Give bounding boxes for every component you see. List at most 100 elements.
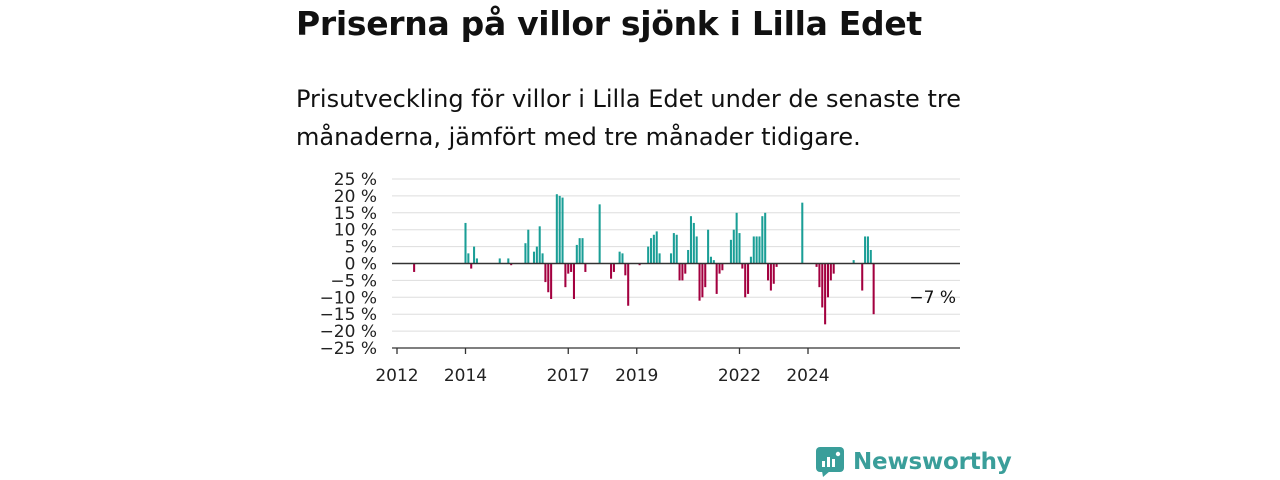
bar bbox=[715, 263, 718, 294]
bar bbox=[698, 263, 701, 301]
bar bbox=[538, 226, 541, 264]
y-tick-label: −5 % bbox=[330, 271, 377, 291]
bar bbox=[687, 249, 690, 264]
bar bbox=[561, 197, 564, 264]
bar bbox=[624, 263, 627, 276]
bar bbox=[578, 238, 581, 264]
bar bbox=[872, 263, 875, 315]
bar bbox=[532, 251, 536, 264]
bars bbox=[413, 194, 875, 325]
x-tick-label: 2012 bbox=[375, 366, 418, 386]
bar bbox=[704, 263, 707, 288]
bar bbox=[772, 263, 775, 284]
bar bbox=[752, 236, 755, 264]
bar bbox=[744, 263, 747, 298]
bar bbox=[684, 263, 687, 274]
bar bbox=[547, 263, 550, 293]
brand-name: Newsworthy bbox=[853, 449, 1012, 475]
bar bbox=[647, 246, 650, 264]
bar bbox=[818, 263, 821, 288]
bar bbox=[815, 263, 818, 267]
bar bbox=[852, 260, 855, 264]
x-tick-label: 2024 bbox=[786, 366, 829, 386]
bar bbox=[692, 222, 695, 264]
bar bbox=[681, 263, 684, 281]
bar bbox=[527, 229, 530, 264]
y-tick-label: 15 % bbox=[334, 204, 377, 224]
bar bbox=[572, 263, 575, 299]
bar bbox=[769, 263, 772, 291]
bar bbox=[584, 263, 587, 272]
bar bbox=[767, 263, 770, 281]
bar bbox=[832, 263, 835, 274]
bar bbox=[866, 236, 869, 264]
bar bbox=[535, 246, 538, 264]
bar bbox=[747, 263, 750, 294]
bar bbox=[709, 256, 712, 264]
bar bbox=[701, 263, 704, 298]
bar bbox=[467, 253, 470, 264]
bar bbox=[475, 258, 478, 264]
bar bbox=[652, 234, 655, 264]
bar bbox=[507, 258, 510, 264]
y-tick-label: −15 % bbox=[320, 305, 377, 325]
bar bbox=[864, 236, 867, 264]
bar bbox=[738, 233, 741, 264]
bar bbox=[564, 263, 567, 288]
y-tick-label: 0 % bbox=[345, 255, 377, 275]
bar bbox=[510, 263, 513, 266]
bar bbox=[695, 236, 698, 264]
bar bbox=[675, 234, 678, 264]
chart-subtitle: Prisutveckling för villor i Lilla Edet u… bbox=[296, 85, 961, 151]
bar bbox=[689, 216, 693, 264]
bar bbox=[498, 258, 501, 264]
bar bbox=[821, 263, 824, 308]
bar bbox=[649, 238, 653, 264]
bar bbox=[473, 246, 476, 264]
bar bbox=[775, 263, 778, 267]
bar bbox=[567, 263, 570, 274]
bar bbox=[544, 263, 547, 283]
bar bbox=[729, 239, 732, 264]
bar bbox=[575, 244, 578, 264]
y-tick-label: 5 % bbox=[345, 238, 377, 258]
bar bbox=[618, 251, 621, 264]
bar bbox=[732, 229, 735, 264]
bar bbox=[829, 263, 832, 281]
bar bbox=[761, 216, 764, 264]
bar bbox=[712, 260, 715, 264]
bar bbox=[621, 253, 624, 264]
bar bbox=[764, 212, 767, 264]
y-tick-label: −20 % bbox=[320, 322, 377, 342]
bar bbox=[735, 212, 738, 264]
chart-title: Priserna på villor sjönk i Lilla Edet bbox=[296, 4, 922, 43]
x-tick-label: 2022 bbox=[718, 366, 761, 386]
bar bbox=[721, 263, 724, 271]
x-axis-ticks: 2012 2014 2017 2019 2022 2024 bbox=[375, 348, 830, 386]
bar bbox=[672, 233, 675, 264]
bar bbox=[541, 253, 544, 264]
bar bbox=[801, 202, 804, 264]
bar bbox=[598, 204, 601, 264]
bar bbox=[758, 236, 761, 264]
bar bbox=[558, 195, 561, 264]
newsworthy-logo-icon bbox=[816, 447, 844, 477]
bar bbox=[413, 263, 416, 272]
bar bbox=[581, 238, 584, 264]
bar bbox=[655, 231, 658, 264]
bar bbox=[638, 263, 641, 266]
bar bbox=[555, 194, 558, 264]
brand-logo: Newsworthy bbox=[815, 446, 1012, 478]
bar bbox=[749, 256, 752, 264]
bar bbox=[707, 229, 710, 264]
bar bbox=[658, 253, 661, 264]
x-tick-label: 2017 bbox=[547, 366, 590, 386]
bar bbox=[470, 263, 473, 269]
bar bbox=[755, 236, 758, 264]
bar bbox=[610, 263, 613, 279]
bar bbox=[824, 263, 827, 325]
bar bbox=[678, 263, 681, 281]
y-tick-label: 25 % bbox=[334, 170, 377, 190]
y-tick-label: 10 % bbox=[334, 221, 377, 241]
